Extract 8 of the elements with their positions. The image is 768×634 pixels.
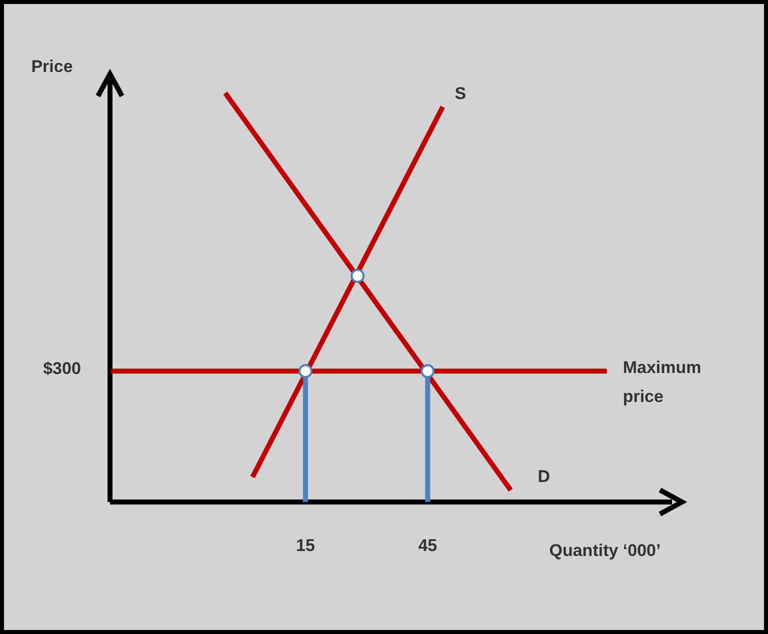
x-tick-label: 15 (296, 536, 315, 555)
series-label: Maximum price (622, 358, 702, 406)
x-axis-title: Quantity ‘000’ (549, 541, 661, 560)
series-label: D (538, 467, 550, 486)
text: $300 (43, 359, 81, 378)
series-label: S (454, 84, 466, 103)
y-axis-title: Price (31, 57, 73, 76)
x-tick-label: 45 (418, 536, 438, 555)
